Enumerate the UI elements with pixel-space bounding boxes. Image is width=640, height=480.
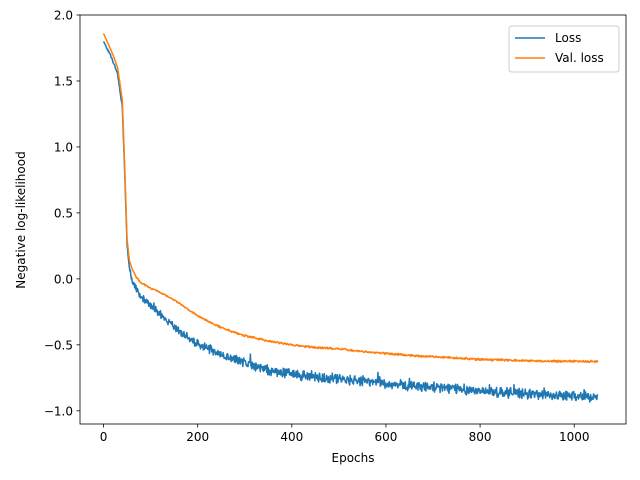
x-tick-label: 0 (100, 430, 108, 444)
legend: Loss Val. loss (508, 25, 620, 73)
y-axis-label: Negative log-likelihood (14, 151, 28, 288)
y-tick-label: −1.0 (44, 404, 73, 418)
x-tick-label: 400 (280, 430, 303, 444)
series-layer (102, 33, 599, 403)
y-tick-label: 0.5 (54, 206, 73, 220)
y-tick-label: −0.5 (44, 338, 73, 352)
x-tick-label: 200 (186, 430, 209, 444)
y-axis-ticks: −1.0 −0.5 0.0 0.5 1.0 1.5 2.0 (44, 9, 80, 418)
plot-frame (79, 14, 627, 425)
legend-label-loss: Loss (555, 31, 581, 45)
y-tick-label: 1.0 (54, 140, 73, 154)
y-tick-label: 0.0 (54, 272, 73, 286)
series-line-loss (102, 41, 599, 403)
series-line-val-loss (102, 33, 599, 364)
plot-area (80, 15, 626, 424)
x-axis-label: Epochs (332, 451, 375, 465)
x-tick-label: 800 (469, 430, 492, 444)
y-tick-label: 2.0 (54, 9, 73, 23)
axes-layer (79, 14, 627, 425)
y-tick-label: 1.5 (54, 74, 73, 88)
x-tick-label: 600 (374, 430, 397, 444)
x-axis-ticks: 0 200 400 600 800 1000 (100, 424, 590, 444)
x-tick-label: 1000 (559, 430, 590, 444)
legend-label-val-loss: Val. loss (555, 51, 604, 65)
